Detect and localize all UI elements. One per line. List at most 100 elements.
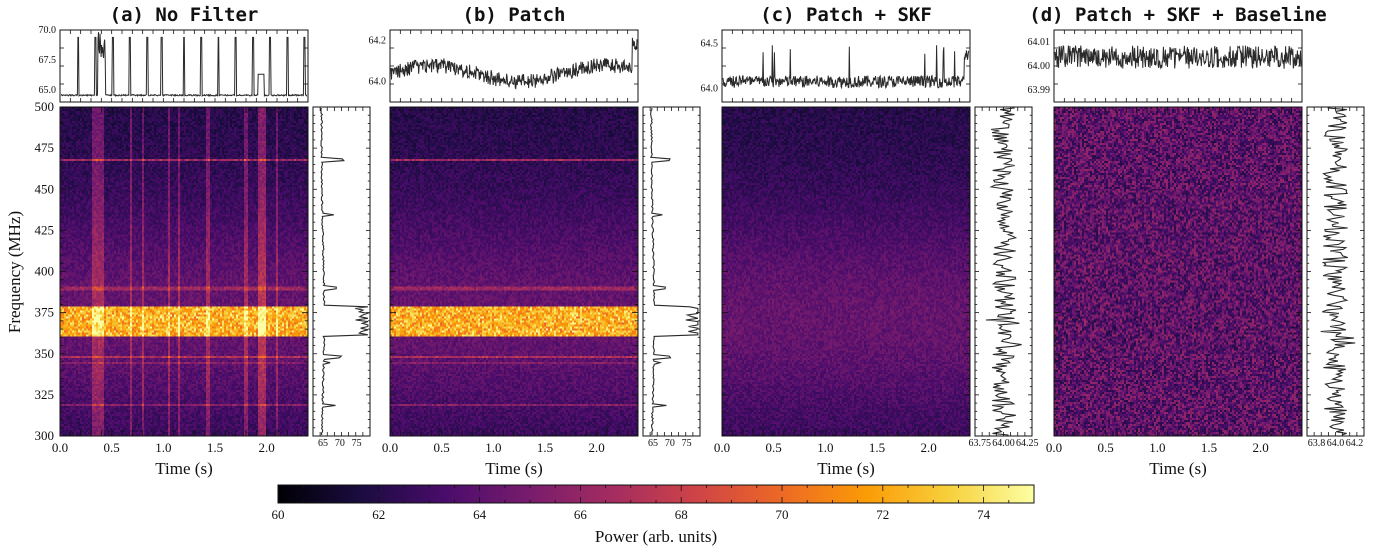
y-tick-label: 400 bbox=[35, 264, 55, 279]
timeseries-tick-label: 64.2 bbox=[369, 35, 387, 46]
colorbar-label: Power (arb. units) bbox=[595, 527, 717, 546]
x-axis-label: Time (s) bbox=[1149, 459, 1206, 478]
timeseries-tick-label: 65.0 bbox=[39, 85, 57, 96]
spectrum-subplot: 65 70 75 bbox=[312, 106, 371, 449]
spectrum-tick-label: 63.75 bbox=[969, 438, 992, 449]
x-tick-label: 1.5 bbox=[1201, 440, 1217, 455]
x-tick-label: 2.0 bbox=[259, 440, 275, 455]
x-tick-label: 0.5 bbox=[104, 440, 120, 455]
x-tick-label: 1.5 bbox=[207, 440, 223, 455]
heatmap-ticks bbox=[389, 106, 639, 437]
timeseries-line bbox=[60, 32, 308, 98]
panel-title: (b) Patch bbox=[463, 4, 566, 26]
timeseries-line bbox=[1054, 45, 1302, 70]
colorbar-tick-label: 60 bbox=[272, 507, 285, 522]
colorbar-tick-label: 70 bbox=[776, 507, 789, 522]
x-tick-label: 1.0 bbox=[817, 440, 833, 455]
x-tick-label: 0.0 bbox=[52, 440, 68, 455]
panel-4: (d) Patch + SKF + Baseline 0.0 0.5 1.0 1.5 2.… bbox=[1028, 4, 1365, 478]
x-tick-label: 1.5 bbox=[537, 440, 553, 455]
panel-1: (a) No Filter 0.0 0.5 1.0 1.5 2.0 Time (s) 300 3… bbox=[35, 4, 371, 478]
timeseries-frame bbox=[721, 29, 971, 103]
colorbar-tick-label: 74 bbox=[977, 507, 991, 522]
x-tick-label: 2.0 bbox=[921, 440, 937, 455]
x-axis-label: Time (s) bbox=[485, 459, 542, 478]
timeseries-tick-label: 70.0 bbox=[39, 25, 57, 36]
spectrum-subplot: 63.75 64.00 64.25 bbox=[969, 106, 1039, 449]
spectrum-tick-label: 75 bbox=[682, 438, 692, 449]
y-tick-label: 450 bbox=[35, 181, 55, 196]
spectrum-subplot: 65 70 75 bbox=[642, 106, 701, 449]
spectrum-tick-label: 65 bbox=[318, 438, 328, 449]
spectrum-line bbox=[649, 107, 699, 436]
spectrum-line bbox=[985, 107, 1022, 436]
colorbar-tick-label: 72 bbox=[876, 507, 889, 522]
spectrum-tick-label: 70 bbox=[665, 438, 675, 449]
spectrum-subplot: 63.8 64.0 64.2 bbox=[1306, 106, 1365, 449]
y-tick-label: 425 bbox=[35, 222, 55, 237]
y-axis-label-group: Frequency (MHz) bbox=[5, 211, 24, 333]
timeseries-frame bbox=[389, 29, 639, 103]
x-tick-label: 2.0 bbox=[1253, 440, 1269, 455]
spectrum-tick-label: 64.25 bbox=[1016, 438, 1039, 449]
y-tick-label: 350 bbox=[35, 346, 55, 361]
heatmap-ticks bbox=[59, 106, 309, 437]
timeseries-tick-label: 67.5 bbox=[39, 55, 57, 66]
timeseries-frame bbox=[1053, 29, 1303, 103]
timeseries-tick-label: 63.99 bbox=[1028, 85, 1051, 96]
panel-title: (a) No Filter bbox=[110, 4, 259, 26]
x-tick-label: 0.5 bbox=[766, 440, 782, 455]
x-tick-label: 1.0 bbox=[1149, 440, 1165, 455]
timeseries-subplot: 63.99 64.00 64.01 bbox=[1028, 29, 1303, 103]
timeseries-tick-label: 64.01 bbox=[1028, 37, 1051, 48]
x-tick-label: 1.5 bbox=[869, 440, 885, 455]
timeseries-tick-label: 64.5 bbox=[701, 39, 719, 50]
heatmap-ticks bbox=[721, 106, 971, 437]
timeseries-line bbox=[722, 45, 970, 90]
panel-title: (c) Patch + SKF bbox=[760, 4, 932, 26]
y-tick-label: 325 bbox=[35, 387, 55, 402]
spectrum-tick-label: 75 bbox=[352, 438, 362, 449]
spectrogram-heatmap bbox=[390, 107, 638, 436]
spectrum-line bbox=[1320, 107, 1356, 436]
timeseries-subplot: 64.0 64.5 bbox=[701, 29, 971, 103]
x-tick-label: 1.0 bbox=[155, 440, 171, 455]
panel-2: (b) Patch 0.0 0.5 1.0 1.5 2.0 Time (s) 64.0 64.2… bbox=[369, 4, 701, 478]
x-tick-label: 0.5 bbox=[434, 440, 450, 455]
x-tick-label: 0.0 bbox=[382, 440, 398, 455]
timeseries-tick-label: 64.0 bbox=[701, 84, 719, 95]
y-axis-label: Frequency (MHz) bbox=[5, 211, 24, 333]
colorbar-tick-label: 62 bbox=[372, 507, 385, 522]
x-tick-label: 2.0 bbox=[589, 440, 605, 455]
panels: (a) No Filter 0.0 0.5 1.0 1.5 2.0 Time (s) 300 3… bbox=[35, 4, 1365, 478]
spectrum-tick-label: 63.8 bbox=[1308, 438, 1326, 449]
spectrum-tick-label: 64.0 bbox=[1327, 438, 1345, 449]
spectrum-tick-label: 70 bbox=[335, 438, 345, 449]
timeseries-line bbox=[390, 37, 638, 90]
colorbar-tick-label: 68 bbox=[675, 507, 688, 522]
y-tick-label: 300 bbox=[35, 428, 55, 443]
colorbar-tick-label: 64 bbox=[473, 507, 487, 522]
spectrogram-heatmap bbox=[60, 107, 308, 436]
x-tick-label: 0.0 bbox=[1046, 440, 1062, 455]
x-tick-label: 0.0 bbox=[714, 440, 730, 455]
colorbar: 60 62 64 66 68 70 72 74 Power (arb. units) bbox=[272, 484, 1035, 546]
panel-3: (c) Patch + SKF 0.0 0.5 1.0 1.5 2.0 Time (s) 64… bbox=[701, 4, 1039, 478]
heatmap-ticks bbox=[1053, 106, 1303, 437]
spectrum-tick-label: 65 bbox=[648, 438, 658, 449]
timeseries-tick-label: 64.0 bbox=[369, 76, 387, 87]
spectrum-tick-label: 64.2 bbox=[1346, 438, 1364, 449]
x-axis-label: Time (s) bbox=[817, 459, 874, 478]
y-tick-label: 500 bbox=[35, 99, 55, 114]
spectrum-tick-label: 64.00 bbox=[992, 438, 1015, 449]
spectrogram-heatmap bbox=[1054, 107, 1302, 436]
x-tick-label: 1.0 bbox=[485, 440, 501, 455]
y-tick-label: 475 bbox=[35, 140, 55, 155]
x-tick-label: 0.5 bbox=[1098, 440, 1114, 455]
x-axis-label: Time (s) bbox=[155, 459, 212, 478]
timeseries-subplot: 64.0 64.2 bbox=[369, 29, 639, 103]
panel-title: (d) Patch + SKF + Baseline bbox=[1029, 4, 1326, 26]
y-tick-label: 375 bbox=[35, 305, 55, 320]
timeseries-tick-label: 64.00 bbox=[1028, 61, 1051, 72]
